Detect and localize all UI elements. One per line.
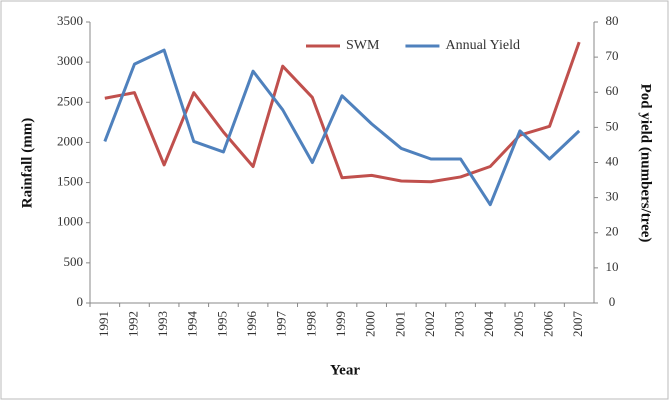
y-tick-label: 0 — [77, 294, 84, 309]
y2-tick-label: 20 — [606, 224, 619, 239]
y-tick-label: 2500 — [57, 93, 83, 108]
x-tick-label: 1996 — [244, 311, 259, 338]
y-tick-label: 2000 — [57, 133, 83, 148]
x-tick-label: 2006 — [541, 311, 556, 338]
x-tick-label: 1997 — [274, 311, 289, 338]
x-tick-label: 1994 — [185, 311, 200, 338]
y2-tick-label: 60 — [606, 83, 619, 98]
x-tick-label: 1992 — [125, 311, 140, 337]
y2-axis-title: Pod yield (numbers/tree) — [638, 84, 654, 243]
y-tick-label: 3500 — [57, 13, 83, 28]
x-tick-label: 2004 — [481, 311, 496, 338]
x-tick-label: 1995 — [214, 311, 229, 337]
x-tick-label: 1998 — [303, 311, 318, 337]
legend-label: Annual Yield — [445, 38, 520, 53]
x-tick-label: 2002 — [422, 311, 437, 337]
x-axis-title: Year — [330, 362, 360, 378]
x-tick-label: 1999 — [333, 311, 348, 337]
x-tick-label: 2000 — [363, 311, 378, 337]
x-tick-label: 2003 — [452, 311, 467, 337]
y2-tick-label: 40 — [606, 153, 619, 168]
x-tick-label: 1991 — [96, 311, 111, 337]
y-axis-title: Rainfall (mm) — [19, 118, 35, 208]
y2-tick-label: 50 — [606, 118, 619, 133]
series-line — [103, 48, 581, 207]
y-tick-label: 500 — [64, 254, 84, 269]
legend-label: SWM — [346, 38, 380, 53]
y2-tick-label: 70 — [606, 48, 619, 63]
x-tick-label: 2007 — [570, 311, 585, 338]
y2-tick-label: 30 — [606, 189, 619, 204]
x-tick-label: 2001 — [392, 311, 407, 337]
y-tick-label: 1000 — [57, 214, 83, 229]
y-tick-label: 3000 — [57, 53, 83, 68]
y2-tick-label: 10 — [606, 259, 619, 274]
series-line — [104, 41, 581, 184]
y-tick-label: 1500 — [57, 174, 83, 189]
y2-tick-label: 0 — [609, 294, 616, 309]
y2-tick-label: 80 — [606, 13, 619, 28]
x-tick-label: 1993 — [155, 311, 170, 337]
x-tick-label: 2005 — [511, 311, 526, 337]
